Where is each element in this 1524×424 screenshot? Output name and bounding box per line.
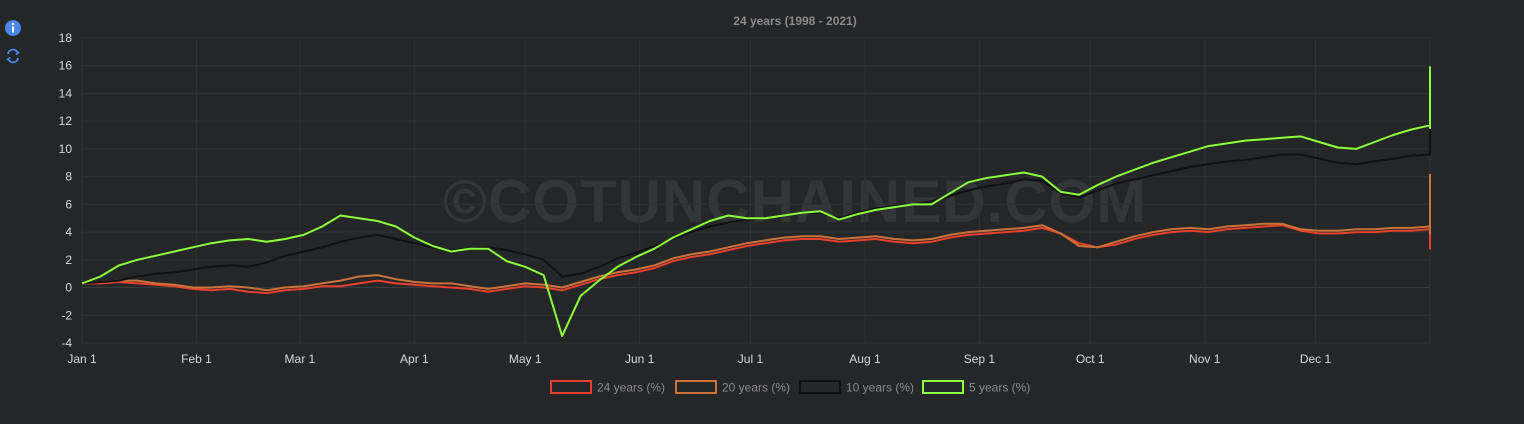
x-tick-label: Oct 1 <box>1076 352 1105 366</box>
y-tick-label: 12 <box>59 114 73 128</box>
y-tick-label: 2 <box>65 253 72 267</box>
legend-label: 20 years (%) <box>722 381 790 395</box>
legend: 24 years (%) 20 years (%) 10 years (%) 5 ye… <box>550 380 1030 395</box>
y-tick-label: 0 <box>65 281 72 295</box>
legend-label: 5 years (%) <box>969 381 1030 395</box>
refresh-icon[interactable] <box>4 47 22 65</box>
y-axis: -4 -2 0 2 4 6 8 10 12 14 16 18 <box>59 31 73 350</box>
legend-item-3[interactable]: 5 years (%) <box>922 380 1030 395</box>
series-line-2 <box>81 95 1431 285</box>
series-line-3 <box>81 66 1431 338</box>
y-tick-label: -2 <box>61 308 72 322</box>
legend-swatch <box>922 380 964 394</box>
legend-item-1[interactable]: 20 years (%) <box>675 380 790 395</box>
x-tick-label: Apr 1 <box>400 352 429 366</box>
chart-title: 24 years (1998 - 2021) <box>733 14 856 28</box>
legend-swatch <box>799 380 841 394</box>
x-tick-label: Jan 1 <box>67 352 97 366</box>
y-tick-label: 6 <box>65 197 72 211</box>
legend-item-2[interactable]: 10 years (%) <box>799 380 914 395</box>
x-tick-label: Nov 1 <box>1189 352 1221 366</box>
legend-swatch <box>675 380 717 394</box>
legend-label: 24 years (%) <box>597 381 665 395</box>
y-tick-label: 14 <box>59 86 73 100</box>
y-tick-label: 10 <box>59 142 73 156</box>
y-tick-label: -4 <box>61 336 72 350</box>
info-icon[interactable] <box>4 19 22 37</box>
x-tick-label: Feb 1 <box>181 352 212 366</box>
x-axis: Jan 1 Feb 1 Mar 1 Apr 1 May 1 Jun 1 Jul 1 Aug 1… <box>67 352 1331 366</box>
y-tick-label: 8 <box>65 170 72 184</box>
series-layer <box>81 66 1431 338</box>
x-tick-label: Sep 1 <box>964 352 996 366</box>
series-line-1 <box>81 173 1431 292</box>
x-tick-label: Aug 1 <box>849 352 881 366</box>
x-tick-label: Mar 1 <box>285 352 316 366</box>
x-tick-label: Jun 1 <box>625 352 655 366</box>
y-tick-label: 18 <box>59 31 73 45</box>
x-tick-label: Jul 1 <box>738 352 764 366</box>
y-tick-label: 4 <box>65 225 72 239</box>
legend-swatch <box>550 380 592 394</box>
y-tick-label: 16 <box>59 59 73 73</box>
x-tick-label: Dec 1 <box>1300 352 1332 366</box>
legend-label: 10 years (%) <box>846 381 914 395</box>
legend-item-0[interactable]: 24 years (%) <box>550 380 665 395</box>
x-tick-label: May 1 <box>509 352 542 366</box>
